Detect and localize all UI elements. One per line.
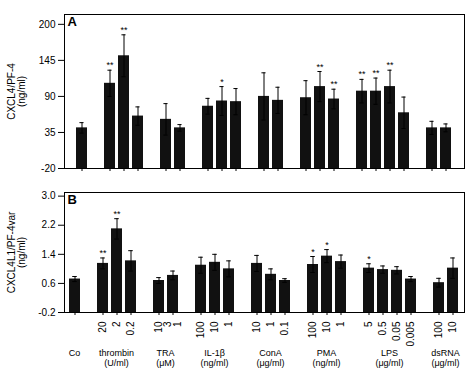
svg-text:*: *: [220, 77, 224, 87]
svg-text:5: 5: [363, 321, 374, 327]
svg-text:10: 10: [153, 321, 165, 333]
svg-text:Co: Co: [69, 348, 81, 358]
svg-text:dsRNA(μg/ml): dsRNA(μg/ml): [431, 348, 460, 368]
svg-text:100: 100: [195, 321, 206, 338]
svg-text:LPS(μg/ml): LPS(μg/ml): [375, 348, 403, 368]
svg-text:10: 10: [251, 321, 262, 333]
svg-text:*: *: [367, 254, 371, 264]
svg-text:**: **: [316, 62, 324, 72]
svg-text:31: 31: [162, 321, 183, 327]
svg-text:100: 100: [307, 321, 318, 338]
svg-text:CXCL4L1/PF-4var(ng/ml): CXCL4L1/PF-4var(ng/ml): [6, 211, 27, 293]
svg-text:2.2: 2.2: [42, 219, 56, 230]
svg-text:thrombin(U/ml): thrombin(U/ml): [99, 348, 134, 368]
svg-text:0.005: 0.005: [405, 321, 416, 346]
svg-text:**: **: [330, 79, 338, 89]
svg-text:0.5: 0.5: [377, 321, 388, 335]
svg-text:**: **: [113, 209, 121, 219]
svg-text:0.1: 0.1: [279, 321, 290, 335]
svg-text:1: 1: [265, 321, 276, 327]
svg-text:-0.2: -0.2: [38, 307, 56, 318]
svg-text:**: **: [358, 69, 366, 79]
svg-text:*: *: [311, 247, 315, 257]
svg-text:**: **: [120, 25, 128, 35]
svg-text:20: 20: [97, 321, 108, 333]
svg-text:CXCL4/PF-4(ng/ml): CXCL4/PF-4(ng/ml): [6, 63, 27, 120]
svg-text:**: **: [372, 68, 380, 78]
svg-text:10: 10: [321, 321, 332, 333]
svg-text:2: 2: [111, 321, 122, 327]
svg-text:ConA(μg/ml): ConA(μg/ml): [256, 348, 284, 368]
svg-text:100: 100: [433, 321, 444, 338]
svg-text:1.4: 1.4: [42, 249, 56, 260]
svg-text:200: 200: [39, 19, 56, 30]
svg-text:B: B: [68, 192, 77, 207]
svg-text:PMA(ng/ml): PMA(ng/ml): [312, 348, 340, 368]
svg-text:10: 10: [447, 321, 458, 333]
svg-text:**: **: [106, 60, 114, 70]
svg-text:-20: -20: [41, 163, 56, 174]
svg-text:**: **: [386, 60, 394, 70]
svg-text:0.05: 0.05: [391, 321, 402, 341]
svg-text:10: 10: [209, 321, 220, 333]
svg-text:3.0: 3.0: [42, 190, 56, 201]
svg-text:IL-1β(ng/ml): IL-1β(ng/ml): [200, 348, 228, 368]
svg-text:1: 1: [223, 321, 234, 327]
svg-text:A: A: [68, 14, 78, 29]
svg-text:35: 35: [44, 127, 56, 138]
svg-text:*: *: [325, 240, 329, 250]
svg-text:**: **: [99, 248, 107, 258]
svg-text:0.6: 0.6: [42, 278, 56, 289]
svg-text:1: 1: [335, 321, 346, 327]
svg-text:0.2: 0.2: [125, 321, 136, 335]
svg-text:TRA(μM): TRA(μM): [156, 348, 175, 368]
svg-text:90: 90: [44, 91, 56, 102]
svg-text:145: 145: [39, 55, 56, 66]
